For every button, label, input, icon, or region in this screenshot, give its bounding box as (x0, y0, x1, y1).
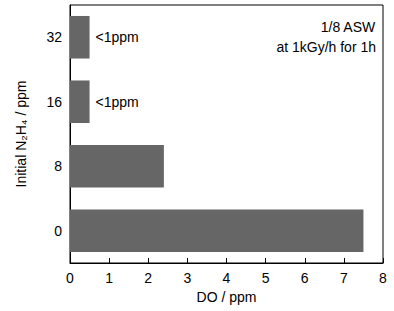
svg-text:DO / ppm: DO / ppm (197, 289, 257, 305)
svg-text:7: 7 (340, 270, 348, 286)
svg-text:1: 1 (105, 270, 113, 286)
svg-text:0: 0 (66, 270, 74, 286)
svg-text:<1ppm: <1ppm (96, 29, 139, 45)
svg-text:16: 16 (46, 94, 62, 110)
svg-text:8: 8 (379, 270, 387, 286)
svg-text:0: 0 (54, 223, 62, 239)
svg-text:Initial N₂H₄ / ppm: Initial N₂H₄ / ppm (13, 81, 29, 188)
svg-text:3: 3 (183, 270, 191, 286)
svg-text:4: 4 (223, 270, 231, 286)
svg-text:at 1kGy/h for 1h: at 1kGy/h for 1h (276, 39, 376, 55)
svg-text:1/8 ASW: 1/8 ASW (321, 19, 376, 35)
svg-text:32: 32 (46, 29, 62, 45)
svg-text:2: 2 (144, 270, 152, 286)
svg-text:8: 8 (54, 158, 62, 174)
svg-text:6: 6 (301, 270, 309, 286)
svg-text:<1ppm: <1ppm (96, 94, 139, 110)
svg-text:5: 5 (262, 270, 270, 286)
